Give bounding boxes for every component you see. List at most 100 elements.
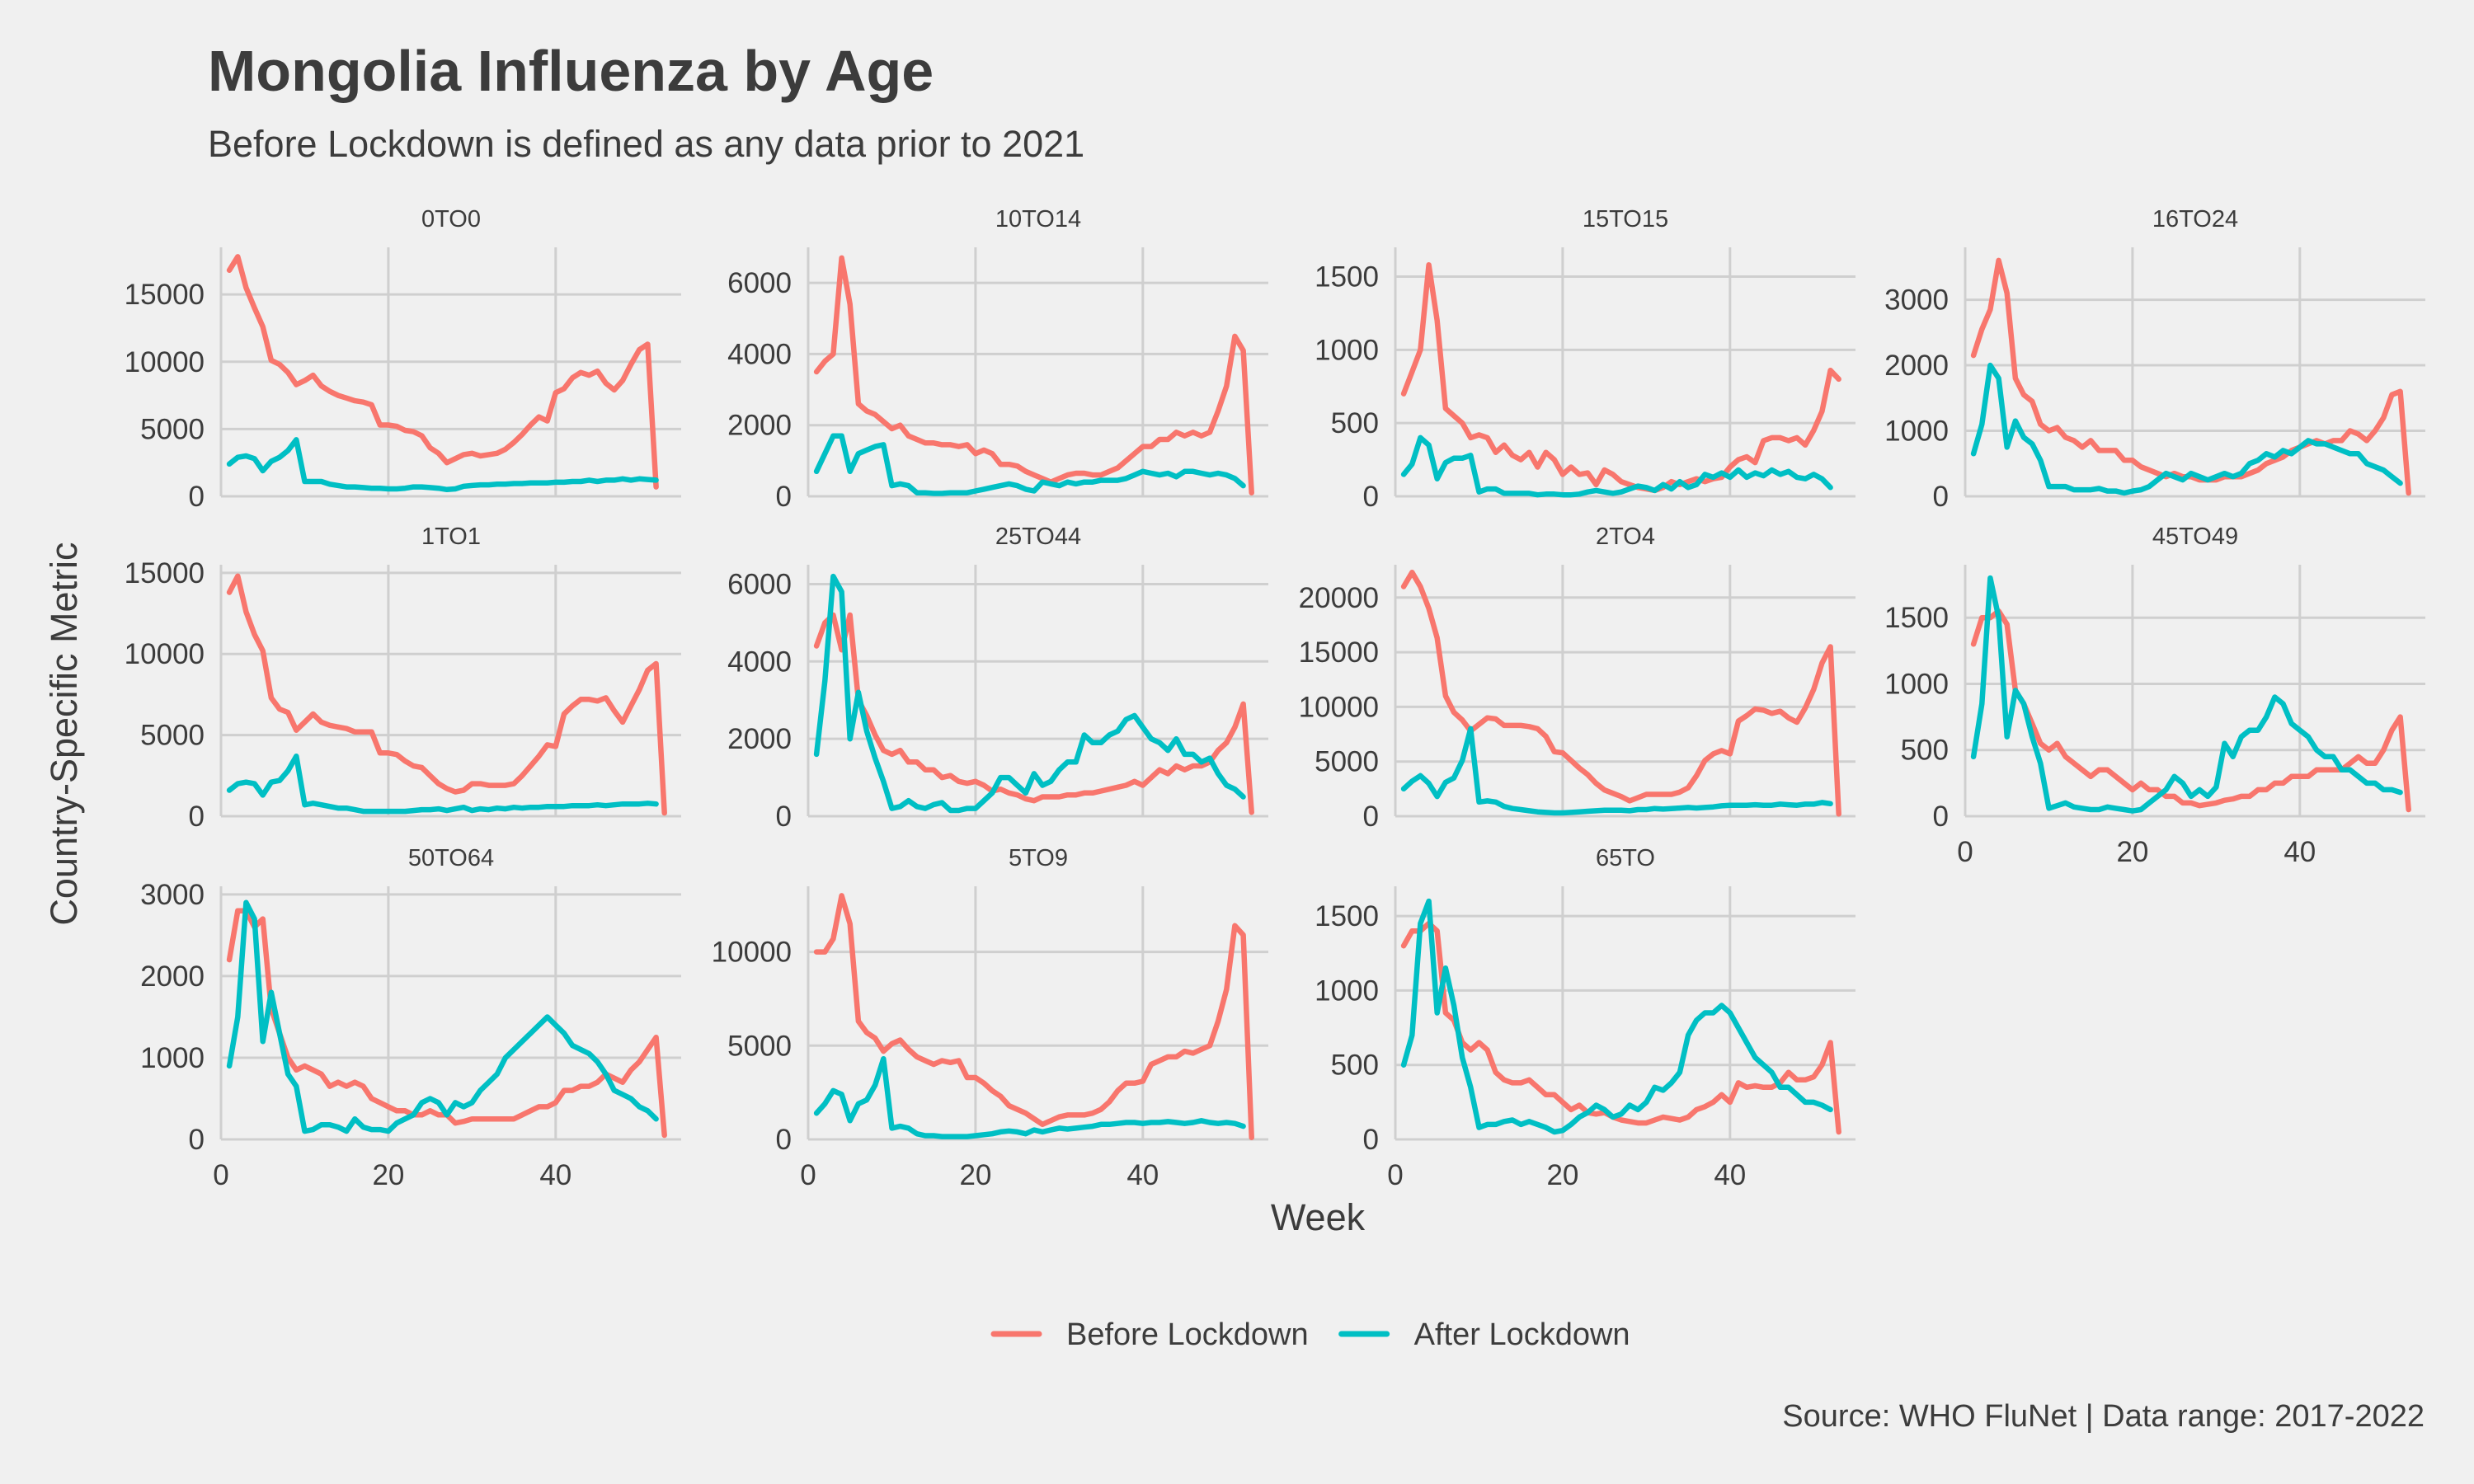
series-line-before-lockdown [1400,262,1841,494]
y-tick-label: 5000 [140,413,205,445]
y-tick-label: 0 [1933,801,1949,833]
x-tick-label: 40 [2284,836,2316,868]
series-line-after-lockdown [226,437,659,493]
legend-item-after-lockdown: After Lockdown [1338,1317,1630,1352]
panel-title: 65TO [1596,845,1655,871]
y-tick-label: 0 [776,1124,792,1156]
y-tick-label: 15000 [125,279,205,311]
series-line-after-lockdown [1970,362,2403,496]
legend-label: Before Lockdown [1066,1317,1309,1352]
panel-title: 10TO14 [995,206,1081,232]
y-tick-label: 4000 [727,338,792,370]
panel-title: 0TO0 [421,206,481,232]
y-tick-label: 15000 [125,557,205,589]
panel-2to4: 2TO4 0 5000 10000 15000 20000 [1299,524,1856,833]
panel-45to49: 45TO49 0 500 1000 1500 0 20 40 [1884,524,2425,868]
series-line-after-lockdown [1400,726,1833,816]
y-tick-label: 6000 [727,267,792,299]
series-line-after-lockdown [813,1055,1246,1139]
y-tick-label: 3000 [140,879,205,911]
y-tick-label: 15000 [1299,636,1379,669]
x-tick-label: 20 [372,1159,404,1191]
panel-title: 5TO9 [1009,845,1068,871]
panel-1to1: 1TO1 0 5000 10000 15000 [125,524,681,833]
y-tick-label: 1500 [1315,900,1379,932]
y-tick-label: 1000 [1884,416,1949,448]
series-line-before-lockdown [226,908,667,1139]
y-tick-label: 500 [1331,407,1379,439]
panel-title: 50TO64 [408,845,494,871]
panel-title: 45TO49 [2152,524,2238,550]
y-tick-label: 0 [776,801,792,833]
x-tick-label: 0 [213,1159,228,1191]
y-tick-label: 0 [776,481,792,513]
x-tick-label: 0 [800,1159,816,1191]
y-axis-title: Country-Specific Metric [43,542,85,925]
y-tick-label: 2000 [727,723,792,755]
series-line-after-lockdown [226,753,659,815]
panel-15to15: 15TO15 0 500 1000 1500 [1315,206,1856,513]
series-line-after-lockdown [813,573,1246,814]
y-tick-label: 5000 [1315,746,1379,778]
panel-title: 15TO15 [1583,206,1668,232]
y-tick-label: 1000 [1315,974,1379,1007]
panel-25to44: 25TO44 0 2000 4000 6000 [727,524,1268,833]
x-tick-label: 40 [539,1159,571,1191]
series-line-before-lockdown [813,255,1254,495]
y-tick-label: 0 [1363,481,1379,513]
x-tick-label: 20 [959,1159,991,1191]
panel-title: 25TO44 [995,524,1081,550]
panel-50to64: 50TO64 0 1000 2000 3000 0 20 40 [140,845,681,1191]
panel-65to: 65TO 0 500 1000 1500 0 20 40 [1315,845,1856,1191]
y-tick-label: 0 [1363,1124,1379,1156]
legend-item-before-lockdown: Before Lockdown [990,1317,1309,1352]
series-line-before-lockdown [1970,608,2411,813]
series-line-before-lockdown [226,573,667,816]
series-line-before-lockdown [813,612,1254,815]
y-tick-label: 500 [1331,1050,1379,1082]
y-tick-label: 5000 [140,720,205,752]
y-tick-label: 10000 [712,937,792,969]
facet-panels: 0TO005000100001500010TO14020004000600015… [125,206,2425,1191]
chart-caption: Source: WHO FluNet | Data range: 2017-20… [1782,1399,2425,1434]
y-tick-label: 500 [1901,735,1949,767]
legend: Before Lockdown After Lockdown [990,1317,1630,1352]
chart-title: Mongolia Influenza by Age [208,39,934,103]
y-tick-label: 1500 [1315,261,1379,294]
x-tick-label: 0 [1387,1159,1403,1191]
y-tick-label: 4000 [727,646,792,678]
y-tick-label: 0 [189,1124,205,1156]
panel-title: 16TO24 [2152,206,2238,232]
x-axis-title: Week [1271,1196,1366,1238]
y-tick-label: 10000 [125,346,205,378]
y-tick-label: 10000 [1299,691,1379,723]
panel-16to24: 16TO24 0 1000 2000 3000 [1884,206,2425,513]
x-tick-label: 40 [1126,1159,1159,1191]
series-line-before-lockdown [1400,570,1841,817]
series-line-after-lockdown [1400,434,1833,498]
series-line-before-lockdown [1400,920,1841,1135]
panel-title: 1TO1 [421,524,481,550]
y-tick-label: 1000 [1884,668,1949,700]
x-tick-label: 20 [2116,836,2148,868]
y-tick-label: 0 [1363,801,1379,833]
panel-0to0: 0TO0 0 5000 10000 15000 [125,206,681,513]
y-tick-label: 0 [189,481,205,513]
y-tick-label: 2000 [727,410,792,442]
panel-5to9: 5TO9 0 5000 10000 0 20 40 [712,845,1268,1191]
y-tick-label: 6000 [727,568,792,600]
series-line-after-lockdown [226,899,659,1134]
series-line-after-lockdown [1970,575,2403,814]
y-tick-label: 2000 [140,960,205,993]
y-tick-label: 1500 [1884,602,1949,634]
x-tick-label: 40 [1714,1159,1746,1191]
series-line-after-lockdown [813,433,1246,496]
series-line-after-lockdown [1400,898,1833,1135]
y-tick-label: 0 [1933,481,1949,513]
y-tick-label: 0 [189,801,205,833]
series-line-before-lockdown [226,254,659,490]
y-tick-label: 1000 [1315,334,1379,366]
y-tick-label: 20000 [1299,582,1379,614]
legend-label: After Lockdown [1414,1317,1630,1352]
